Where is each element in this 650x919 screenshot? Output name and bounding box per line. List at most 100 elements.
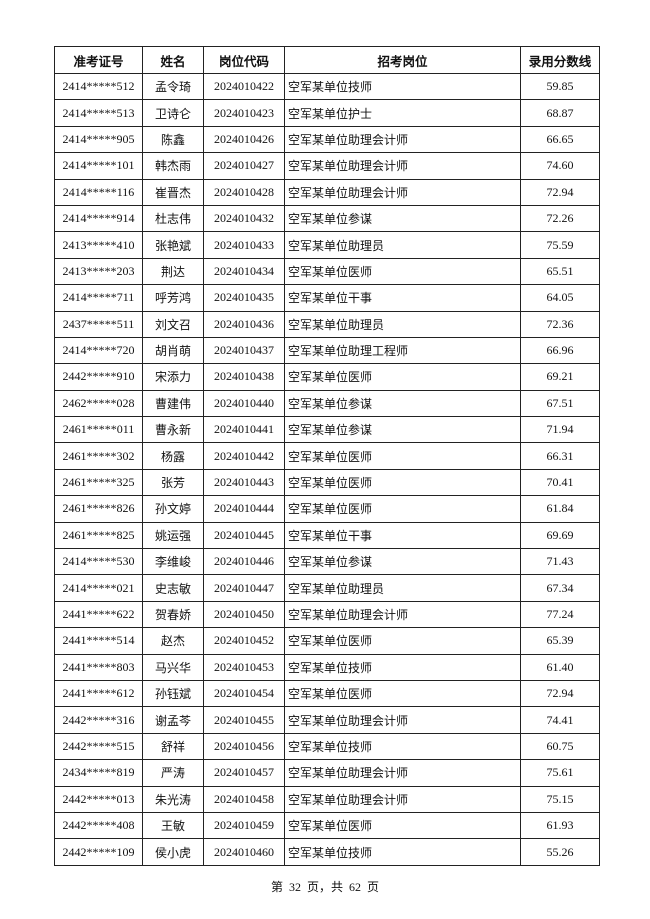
post-cell: 空军某单位医师 [284,811,521,840]
exam-id-cell: 2414*****711 [54,284,143,312]
name-cell: 呼芳鸿 [142,284,204,312]
name-cell: 王敏 [142,811,204,840]
name-cell: 曹建伟 [142,389,204,418]
exam-id-cell: 2414*****116 [54,178,143,206]
post-code-cell: 2024010444 [203,495,285,523]
table-row: 2442*****408 王敏 2024010459 空军某单位医师 61.93 [54,811,600,840]
name-cell: 马兴华 [142,653,204,681]
table-row: 2461*****825 姚运强 2024010445 空军某单位干事 69.69 [54,521,600,550]
name-cell: 杨露 [142,442,204,470]
name-cell: 宋添力 [142,363,204,391]
post-code-cell: 2024010432 [203,204,285,233]
exam-id-cell: 2414*****101 [54,152,143,180]
header-name: 姓名 [142,46,204,74]
score-cell: 72.26 [520,204,600,233]
table-row: 2414*****914 杜志伟 2024010432 空军某单位参谋 72.26 [54,204,600,233]
name-cell: 史志敏 [142,574,204,602]
score-cell: 74.41 [520,706,600,734]
name-cell: 孙文婷 [142,495,204,523]
table-row: 2461*****325 张芳 2024010443 空军某单位医师 70.41 [54,468,600,497]
post-cell: 空军某单位助理会计师 [284,178,521,206]
name-cell: 严涛 [142,759,204,787]
exam-id-cell: 2461*****825 [54,521,143,550]
table-row: 2414*****512 孟令琦 2024010422 空军某单位技师 59.85 [54,72,600,101]
post-cell: 空军某单位技师 [284,653,521,681]
score-cell: 67.51 [520,389,600,418]
post-cell: 空军某单位参谋 [284,204,521,233]
score-cell: 66.65 [520,125,600,154]
table-row: 2414*****711 呼芳鸿 2024010435 空军某单位干事 64.05 [54,284,600,312]
post-cell: 空军某单位助理员 [284,231,521,259]
name-cell: 赵杰 [142,627,204,655]
post-code-cell: 2024010428 [203,178,285,206]
post-cell: 空军某单位医师 [284,468,521,497]
post-code-cell: 2024010446 [203,548,285,576]
score-cell: 65.39 [520,627,600,655]
post-code-cell: 2024010460 [203,838,285,866]
post-cell: 空军某单位护士 [284,99,521,127]
table-row: 2441*****612 孙钰斌 2024010454 空军某单位医师 72.94 [54,679,600,708]
score-cell: 59.85 [520,72,600,101]
score-cell: 70.41 [520,468,600,497]
post-cell: 空军某单位医师 [284,679,521,708]
table-row: 2414*****720 胡肖萌 2024010437 空军某单位助理工程师 66.96 [54,336,600,365]
exam-id-cell: 2461*****011 [54,416,143,444]
table-row: 2442*****109 侯小虎 2024010460 空军某单位技师 55.26 [54,838,600,866]
score-cell: 71.94 [520,416,600,444]
post-cell: 空军某单位助理会计师 [284,706,521,734]
post-cell: 空军某单位参谋 [284,416,521,444]
exam-id-cell: 2414*****530 [54,548,143,576]
exam-id-cell: 2414*****512 [54,72,143,101]
table-row: 2414*****905 陈鑫 2024010426 空军某单位助理会计师 66.65 [54,125,600,154]
post-code-cell: 2024010454 [203,679,285,708]
table-row: 2462*****028 曹建伟 2024010440 空军某单位参谋 67.51 [54,389,600,418]
exam-id-cell: 2413*****410 [54,231,143,259]
post-cell: 空军某单位参谋 [284,548,521,576]
post-code-cell: 2024010456 [203,732,285,761]
table-row: 2461*****011 曹永新 2024010441 空军某单位参谋 71.94 [54,416,600,444]
table-row: 2437*****511 刘文召 2024010436 空军某单位助理员 72.36 [54,310,600,338]
post-code-cell: 2024010447 [203,574,285,602]
score-cell: 67.34 [520,574,600,602]
table-row: 2413*****410 张艳斌 2024010433 空军某单位助理员 75.59 [54,231,600,259]
exam-id-cell: 2461*****826 [54,495,143,523]
header-exam-id: 准考证号 [54,46,143,74]
post-code-cell: 2024010437 [203,336,285,365]
table-row: 2441*****803 马兴华 2024010453 空军某单位技师 61.40 [54,653,600,681]
post-code-cell: 2024010458 [203,785,285,813]
table-row: 2414*****530 李维峻 2024010446 空军某单位参谋 71.43 [54,548,600,576]
table-row: 2442*****910 宋添力 2024010438 空军某单位医师 69.21 [54,363,600,391]
results-table: 准考证号 姓名 岗位代码 招考岗位 录用分数线 2414*****512 孟令琦 2… [54,46,600,866]
exam-id-cell: 2437*****511 [54,310,143,338]
score-cell: 61.40 [520,653,600,681]
post-cell: 空军某单位助理员 [284,574,521,602]
table-row: 2442*****316 谢孟芩 2024010455 空军某单位助理会计师 74.41 [54,706,600,734]
score-cell: 74.60 [520,152,600,180]
exam-id-cell: 2434*****819 [54,759,143,787]
name-cell: 胡肖萌 [142,336,204,365]
post-cell: 空军某单位技师 [284,72,521,101]
table-row: 2442*****013 朱光涛 2024010458 空军某单位助理会计师 75.15 [54,785,600,813]
exam-id-cell: 2461*****302 [54,442,143,470]
post-code-cell: 2024010445 [203,521,285,550]
post-cell: 空军某单位医师 [284,442,521,470]
score-cell: 66.31 [520,442,600,470]
post-code-cell: 2024010426 [203,125,285,154]
post-cell: 空军某单位助理员 [284,310,521,338]
exam-id-cell: 2414*****513 [54,99,143,127]
post-code-cell: 2024010442 [203,442,285,470]
exam-id-cell: 2442*****316 [54,706,143,734]
header-post: 招考岗位 [284,46,521,74]
score-cell: 61.84 [520,495,600,523]
post-cell: 空军某单位医师 [284,257,521,286]
table-row: 2414*****021 史志敏 2024010447 空军某单位助理员 67.34 [54,574,600,602]
table-row: 2414*****101 韩杰雨 2024010427 空军某单位助理会计师 74.60 [54,152,600,180]
exam-id-cell: 2442*****515 [54,732,143,761]
post-code-cell: 2024010433 [203,231,285,259]
post-cell: 空军某单位医师 [284,627,521,655]
table-row: 2441*****622 贺春娇 2024010450 空军某单位助理会计师 77.24 [54,600,600,629]
post-cell: 空军某单位干事 [284,284,521,312]
name-cell: 孙钰斌 [142,679,204,708]
post-code-cell: 2024010443 [203,468,285,497]
post-code-cell: 2024010423 [203,99,285,127]
